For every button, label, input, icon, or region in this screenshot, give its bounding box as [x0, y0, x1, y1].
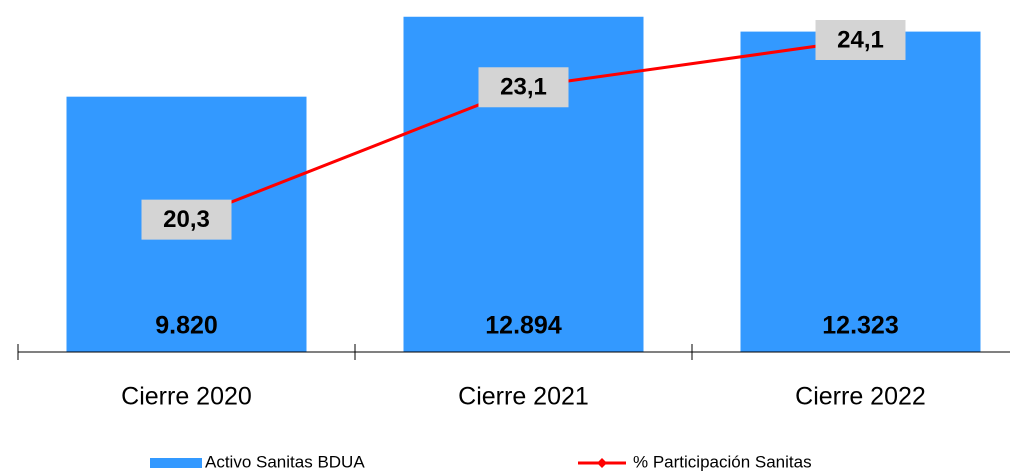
bar — [403, 16, 644, 352]
line-label-box — [141, 199, 232, 240]
line-label-box — [478, 67, 569, 108]
line-value-label: 23,1 — [500, 74, 547, 101]
x-tick-label: Cierre 2022 — [795, 383, 926, 411]
bar-value-label: 12.894 — [485, 312, 562, 340]
x-tick-label: Cierre 2020 — [121, 383, 252, 411]
legend-swatch — [150, 458, 202, 468]
legend-label: % Participación Sanitas — [633, 452, 812, 471]
bar-value-label: 9.820 — [155, 312, 218, 340]
legend-label: Activo Sanitas BDUA — [205, 452, 365, 471]
line-value-label: 24,1 — [837, 26, 884, 53]
legend-marker — [597, 458, 607, 468]
bar-value-label: 12.323 — [822, 312, 898, 340]
bar — [740, 31, 981, 353]
line-value-label: 20,3 — [163, 206, 210, 233]
x-tick-label: Cierre 2021 — [458, 383, 589, 411]
line-label-box — [815, 20, 906, 60]
